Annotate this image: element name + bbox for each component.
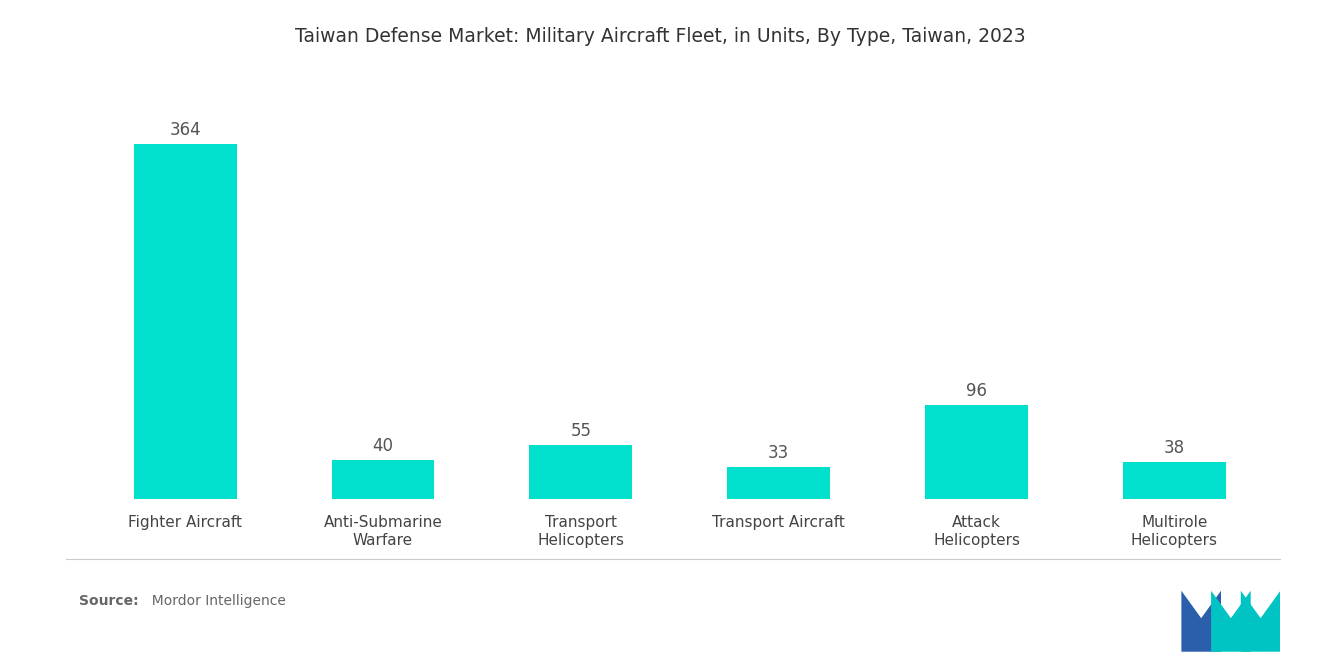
Bar <box>727 467 830 499</box>
Bar <box>925 405 1028 499</box>
Bar <box>331 460 434 499</box>
Text: Taiwan Defense Market: Military Aircraft Fleet, in Units, By Type, Taiwan, 2023: Taiwan Defense Market: Military Aircraft… <box>294 27 1026 46</box>
Text: 33: 33 <box>768 444 789 462</box>
Text: 364: 364 <box>169 121 201 139</box>
Bar <box>1123 462 1226 499</box>
Bar <box>529 445 632 499</box>
Text: 40: 40 <box>372 437 393 455</box>
Text: 55: 55 <box>570 422 591 440</box>
Text: Mordor Intelligence: Mordor Intelligence <box>143 595 285 608</box>
Bar <box>133 144 236 499</box>
Text: 96: 96 <box>966 382 987 400</box>
Text: 38: 38 <box>1164 439 1185 457</box>
Text: Source:: Source: <box>79 595 139 608</box>
